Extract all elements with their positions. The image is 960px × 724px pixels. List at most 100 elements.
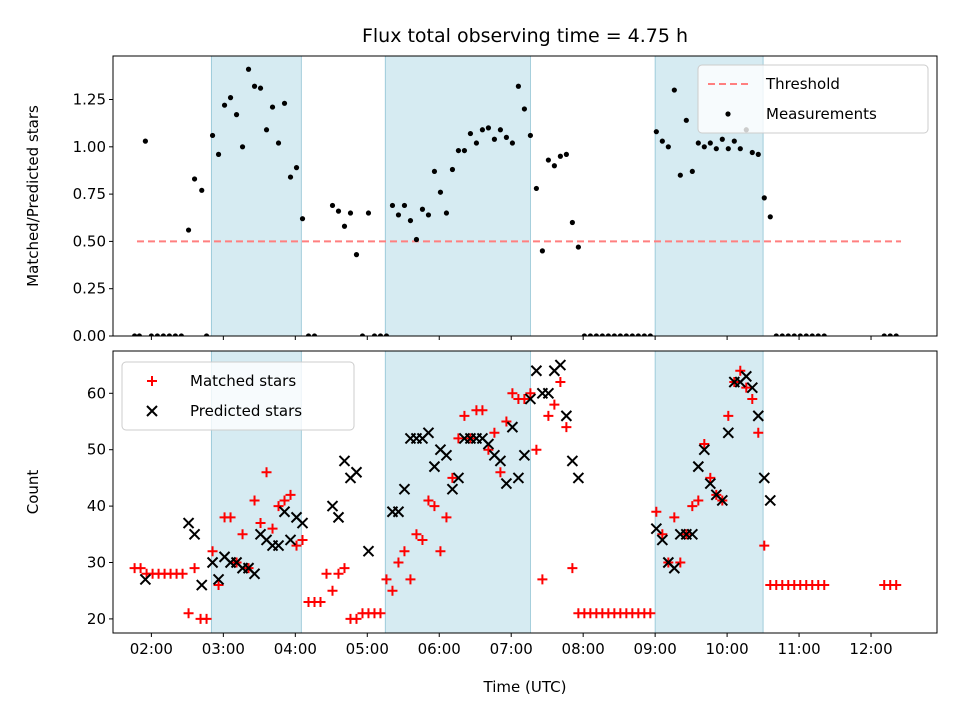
measurement-point	[647, 333, 653, 336]
predicted-star-point	[506, 421, 519, 433]
matched-star-point	[249, 495, 260, 506]
measurement-point	[815, 333, 821, 336]
matched-star-point	[651, 506, 662, 517]
matched-star-point	[723, 410, 734, 421]
measurement-point	[557, 153, 563, 159]
top-ytick-label: 0.75	[73, 185, 106, 203]
top-legend: Threshold Measurements	[697, 64, 929, 134]
bottom-legend: Matched stars Predicted stars	[121, 361, 355, 431]
matched-star-point	[297, 534, 308, 545]
matched-star-point	[201, 613, 212, 624]
top-ytick-label: 1.00	[73, 138, 106, 156]
measurement-point	[389, 202, 396, 209]
matched-star-point	[549, 399, 560, 410]
measurement-point	[227, 95, 234, 101]
predicted-star-point	[650, 522, 663, 535]
xtick-label: 02:00	[130, 640, 173, 658]
measurement-point	[737, 146, 743, 152]
measurement-point	[461, 147, 468, 154]
matched-star-point	[525, 388, 536, 399]
top-ytick-label: 1.25	[73, 91, 106, 109]
matched-star-point	[315, 596, 326, 607]
measurement-point	[617, 333, 623, 336]
predicted-star-point	[566, 455, 579, 467]
bottom-ytick-label: 60	[87, 384, 106, 402]
predicted-star-point	[524, 393, 537, 405]
predicted-star-point	[704, 477, 717, 490]
predicted-star-point	[428, 460, 441, 473]
matched-star-point	[693, 495, 704, 506]
chart-title: Flux total observing time = 4.75 h	[362, 25, 688, 47]
measurement-point	[689, 168, 695, 175]
measurement-point	[683, 117, 689, 123]
top-shaded-interval	[210, 56, 302, 336]
bottom-axes-frame	[112, 350, 938, 634]
bottom-ytick-label: 40	[87, 497, 106, 515]
measurement-point	[563, 151, 569, 157]
legend-box	[697, 64, 929, 134]
measurement-point	[677, 172, 683, 178]
bottom-ytick-label: 20	[87, 610, 106, 628]
xtick-label: 12:00	[849, 640, 892, 658]
measurement-point	[245, 66, 252, 72]
measurement-point	[671, 87, 677, 93]
predicted-star-point	[284, 534, 297, 546]
predicted-star-point	[758, 472, 770, 484]
measurement-point	[725, 146, 731, 152]
measurement-point	[761, 195, 767, 201]
measurement-point	[749, 149, 755, 156]
measurement-point	[533, 185, 539, 192]
xtick-label: 05:00	[346, 640, 389, 658]
predicted-star-point	[206, 556, 219, 569]
top-plot-area	[131, 56, 902, 336]
measurement-point	[785, 333, 791, 336]
predicted-star-point	[512, 472, 525, 484]
predicted-star-point	[422, 427, 435, 439]
predicted-star-point	[764, 494, 776, 507]
bottom-shaded-interval	[654, 351, 764, 633]
measurement-point	[665, 144, 671, 150]
measurement-point	[581, 333, 587, 336]
measurement-point	[377, 333, 384, 336]
matched-star-point	[267, 523, 278, 534]
predicted-star-point	[326, 500, 339, 512]
measurement-point	[545, 157, 551, 163]
measurement-point	[521, 106, 528, 112]
measurement-point	[299, 216, 306, 222]
measurement-point	[353, 252, 360, 258]
matched-star-point	[183, 608, 194, 619]
matched-star-point	[393, 557, 404, 568]
measurement-point	[599, 333, 605, 336]
measurement-point	[503, 134, 510, 140]
matched-star-point	[279, 495, 290, 506]
measurement-point	[365, 210, 372, 216]
legend-label: Predicted stars	[190, 402, 302, 420]
matched-star-point	[213, 580, 224, 591]
bottom-shaded-interval	[384, 351, 531, 633]
xtick-label: 06:00	[418, 640, 461, 658]
matched-star-point	[399, 546, 410, 557]
measurement-point	[443, 210, 450, 216]
bottom-series-plus	[129, 365, 902, 624]
predicted-star-point	[530, 365, 543, 377]
measurement-point	[287, 174, 294, 180]
predicted-star-point	[398, 483, 411, 495]
predicted-star-point	[332, 511, 345, 524]
measurement-point	[629, 333, 635, 336]
predicted-star-point	[542, 387, 555, 400]
predicted-star-point	[278, 506, 291, 518]
measurement-point	[497, 127, 504, 133]
measurement-point	[773, 333, 779, 336]
matched-star-point	[543, 410, 554, 421]
matched-star-point	[891, 580, 902, 591]
matched-star-point	[237, 529, 248, 540]
measurement-point	[371, 333, 378, 336]
measurement-point	[437, 189, 444, 195]
measurement-point	[515, 83, 522, 89]
predicted-star-point	[560, 410, 573, 422]
predicted-star-point	[698, 443, 711, 456]
predicted-star-point	[296, 517, 309, 529]
matched-star-point	[687, 501, 698, 512]
matched-star-point	[207, 546, 218, 557]
